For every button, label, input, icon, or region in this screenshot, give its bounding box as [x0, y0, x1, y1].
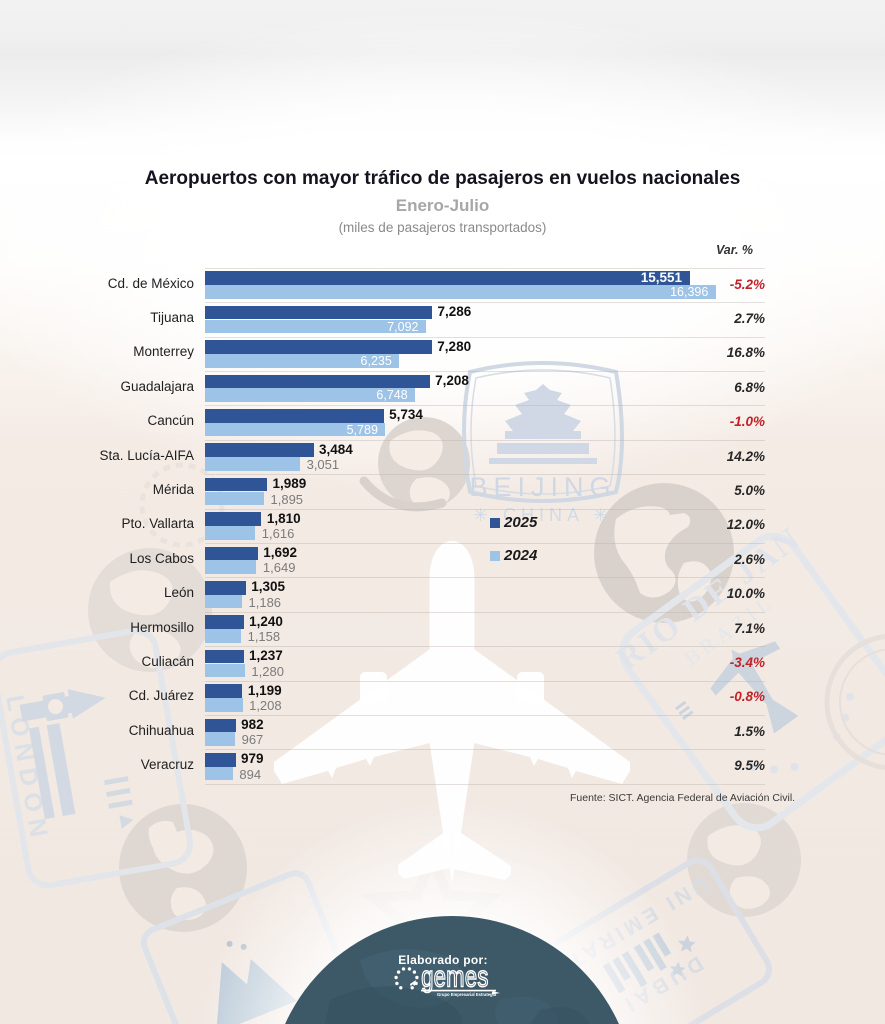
svg-text:gemes: gemes	[421, 959, 489, 993]
svg-text:✳ CHINA ✳: ✳ CHINA ✳	[473, 505, 613, 525]
svg-text:BEIJING: BEIJING	[469, 472, 616, 502]
svg-text:Grupo Empresarial Estrategia: Grupo Empresarial Estrategia	[437, 992, 497, 997]
